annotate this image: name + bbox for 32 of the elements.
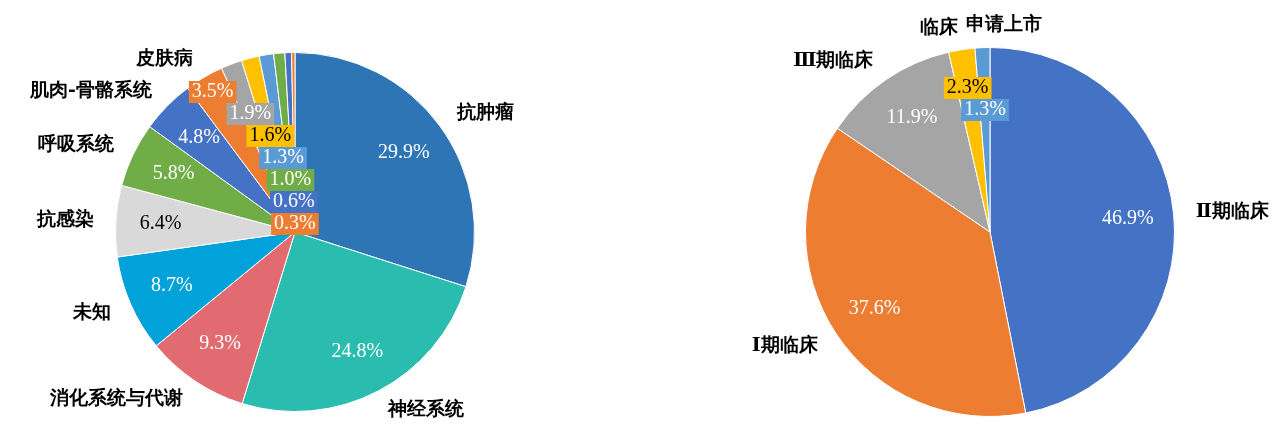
slice-label: 肌肉-骨骼系统 — [28, 77, 153, 100]
data-label: 9.3% — [199, 331, 241, 354]
data-label: 24.8% — [331, 338, 384, 361]
slice-label: 抗肿瘤 — [456, 100, 515, 123]
data-label: 4.8% — [178, 124, 220, 147]
slice-label: Ⅲ期临床 — [793, 48, 875, 71]
data-label: 11.9% — [886, 105, 938, 128]
data-label: 0.6% — [273, 189, 315, 212]
data-label: 3.5% — [191, 79, 234, 102]
slice-label: 申请上市 — [966, 12, 1043, 35]
slice-label: Ⅰ期临床 — [751, 332, 819, 355]
data-label: 29.9% — [377, 139, 430, 162]
data-label: 1.6% — [249, 123, 292, 146]
data-label: 46.9% — [1101, 205, 1154, 228]
data-label: 8.7% — [150, 273, 193, 296]
data-label: 0.3% — [274, 211, 316, 234]
data-label: 6.4% — [139, 211, 182, 233]
data-label: 1.9% — [229, 101, 272, 124]
data-label: 1.3% — [964, 97, 1006, 120]
data-label: 5.8% — [152, 161, 195, 184]
slice-label: 未知 — [71, 299, 111, 322]
slice-label: 抗感染 — [36, 206, 95, 229]
slice-label: 皮肤病 — [135, 45, 194, 68]
data-label: 1.0% — [269, 167, 312, 190]
data-label: 1.3% — [262, 145, 304, 168]
slice-label: 消化系统与代谢 — [48, 385, 183, 408]
slice-label: 临床 — [920, 14, 960, 37]
slice-label: 呼吸系统 — [37, 132, 115, 155]
data-label: 37.6% — [848, 295, 901, 318]
data-label: 2.3% — [946, 75, 989, 98]
slice-label: 神经系统 — [387, 397, 466, 420]
slice-label: Ⅱ期临床 — [1195, 198, 1270, 221]
